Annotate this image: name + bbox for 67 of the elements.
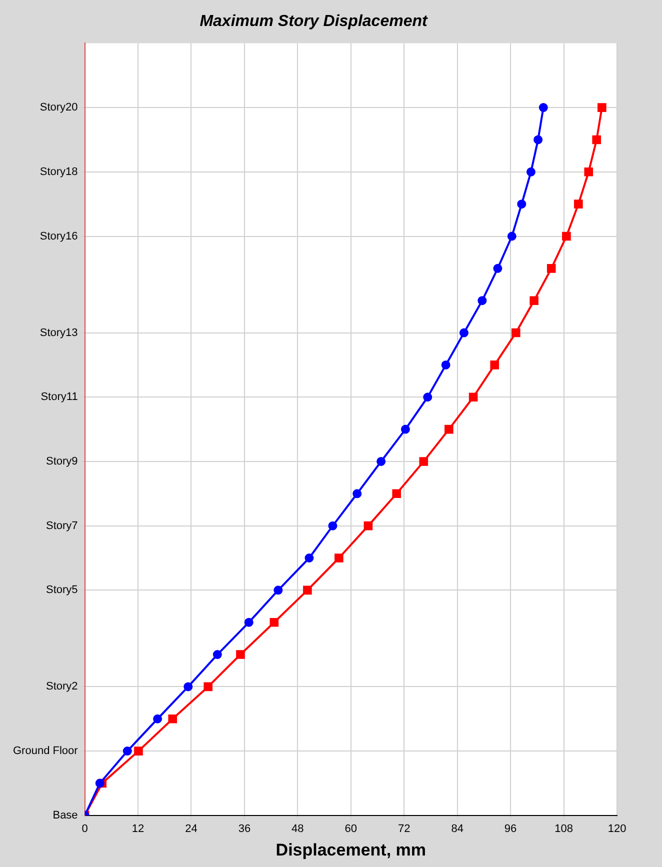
x-tick-label: 24 bbox=[185, 823, 198, 836]
point bbox=[444, 424, 454, 434]
x-tick-label: 72 bbox=[398, 823, 410, 836]
point bbox=[134, 746, 143, 756]
point bbox=[511, 328, 520, 338]
point bbox=[468, 392, 478, 402]
x-tick-label: 120 bbox=[608, 823, 626, 836]
x-tick-label: 96 bbox=[504, 823, 517, 836]
y-tick-label: Story13 bbox=[40, 326, 78, 339]
y-tick-label: Ground Floor bbox=[12, 745, 78, 758]
x-tick-label: 36 bbox=[238, 823, 251, 836]
point bbox=[584, 168, 594, 176]
point bbox=[459, 328, 468, 338]
y-tick-label: Story5 bbox=[46, 584, 78, 596]
point bbox=[392, 489, 401, 498]
point bbox=[303, 586, 312, 595]
point bbox=[490, 360, 499, 370]
point bbox=[400, 424, 410, 434]
point bbox=[517, 200, 526, 209]
point bbox=[546, 264, 556, 273]
point bbox=[328, 521, 338, 530]
x-tick-label: 108 bbox=[554, 823, 573, 836]
point bbox=[562, 232, 571, 241]
point bbox=[168, 714, 178, 724]
y-tick-label: Story9 bbox=[46, 456, 78, 468]
point bbox=[212, 650, 222, 660]
point bbox=[507, 232, 516, 241]
point bbox=[204, 682, 212, 692]
point bbox=[493, 264, 502, 273]
y-tick-label: Story2 bbox=[46, 680, 78, 693]
point bbox=[334, 554, 344, 562]
point bbox=[236, 650, 245, 659]
point bbox=[574, 200, 583, 208]
x-tick-label: 0 bbox=[82, 823, 88, 836]
point bbox=[153, 714, 162, 724]
point bbox=[441, 360, 450, 370]
point bbox=[122, 746, 132, 756]
point bbox=[534, 135, 543, 144]
point bbox=[352, 489, 362, 498]
y-tick-label: Story20 bbox=[40, 102, 78, 114]
y-tick-label: Base bbox=[52, 809, 78, 822]
point bbox=[423, 392, 432, 402]
x-axis-title: Displacement, mm bbox=[276, 840, 426, 860]
point bbox=[304, 554, 314, 562]
y-tick-label: Story7 bbox=[46, 520, 78, 532]
point bbox=[530, 296, 538, 305]
point bbox=[95, 778, 104, 788]
point bbox=[526, 167, 536, 176]
x-tick-label: 60 bbox=[344, 823, 358, 836]
x-tick-label: 84 bbox=[451, 823, 464, 836]
point bbox=[538, 103, 548, 112]
point bbox=[244, 618, 254, 627]
point bbox=[274, 586, 283, 595]
point bbox=[419, 457, 428, 466]
point bbox=[592, 135, 601, 144]
point bbox=[364, 521, 373, 530]
point bbox=[598, 103, 606, 112]
point bbox=[376, 456, 386, 466]
y-tick-label: Story11 bbox=[40, 391, 78, 404]
point bbox=[478, 296, 487, 306]
x-tick-label: 12 bbox=[132, 823, 144, 836]
chart-title: Maximum Story Displacement bbox=[200, 13, 428, 30]
y-tick-label: Story18 bbox=[40, 166, 78, 178]
y-tick-label: Story16 bbox=[40, 230, 78, 242]
point bbox=[270, 618, 279, 627]
point bbox=[184, 682, 193, 692]
x-tick-label: 48 bbox=[292, 823, 304, 836]
